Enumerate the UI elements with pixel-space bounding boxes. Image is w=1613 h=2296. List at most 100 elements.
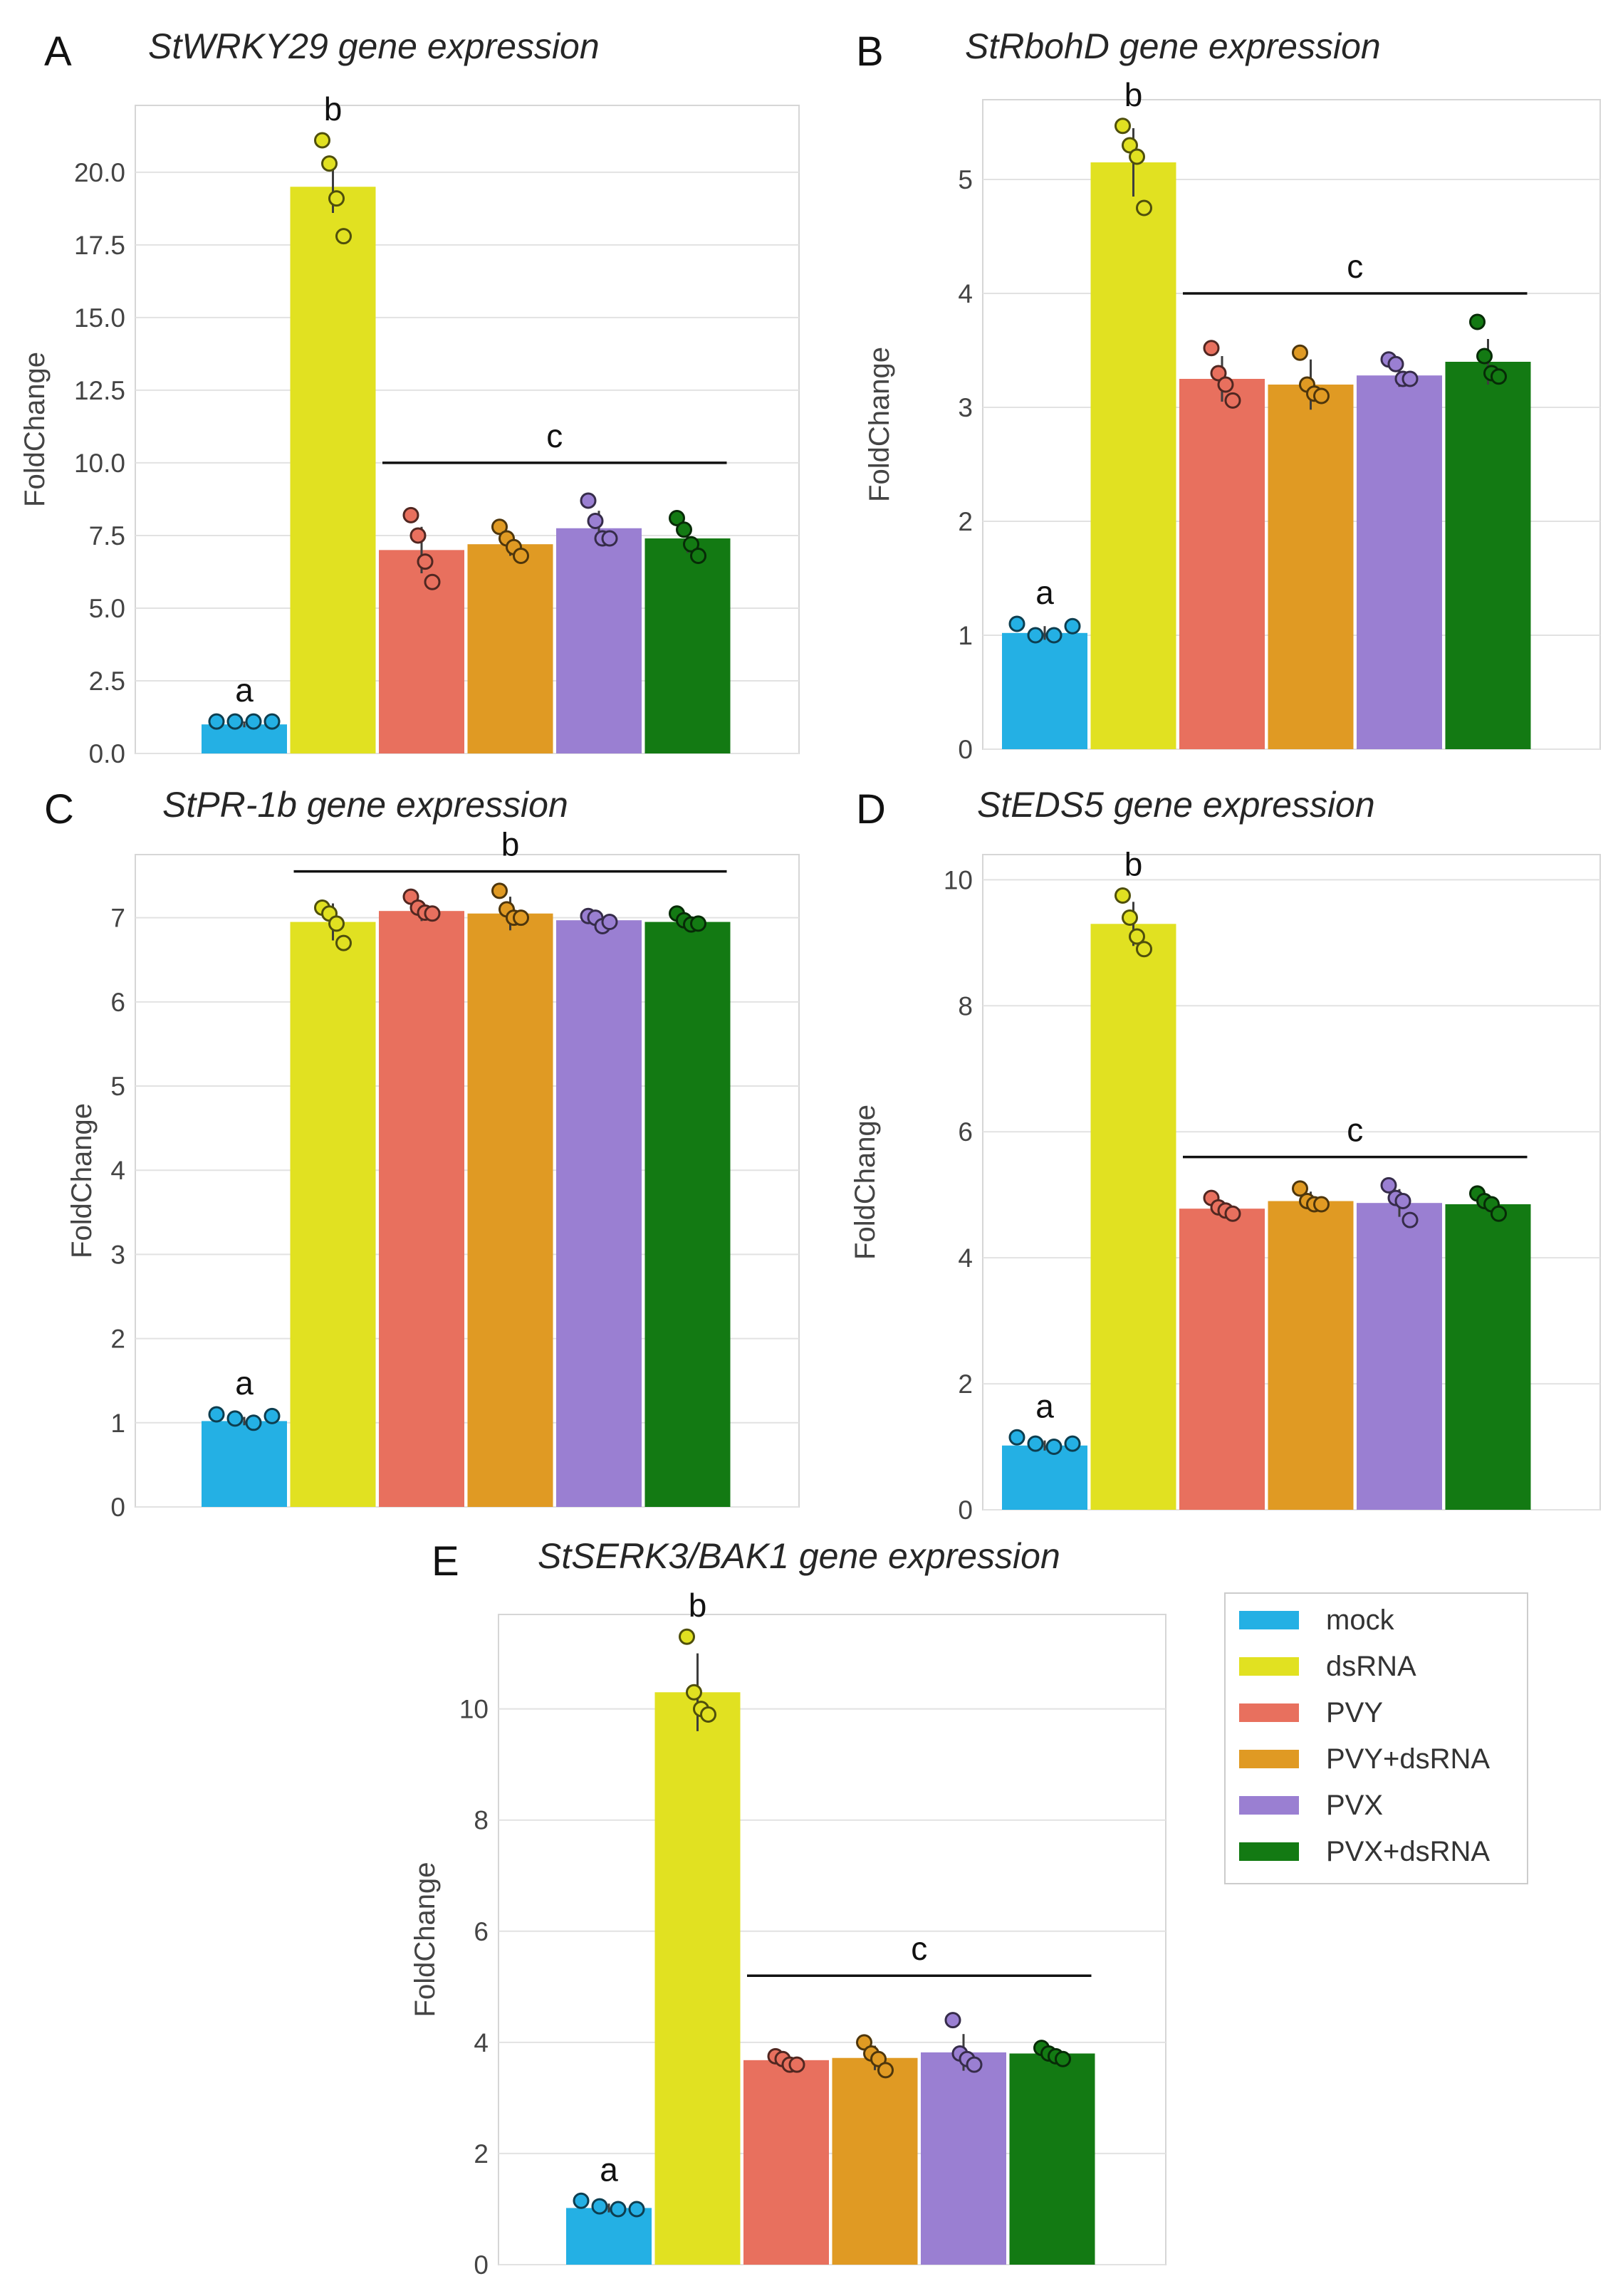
panel-e-point-dsrna — [686, 1684, 702, 1701]
panel-b-sig-line-label: c — [1347, 248, 1363, 285]
panel-b-point-pvy — [1210, 365, 1227, 382]
panel-e-point-pvy — [788, 2056, 805, 2073]
panel-c-title: StPR-1b gene expression — [162, 785, 568, 825]
panel-d-point-pvx-dsrna — [1491, 1205, 1507, 1222]
panel-e-point-pvx-dsrna — [1055, 2050, 1071, 2067]
panel-a-point-pvy-dsrna — [513, 548, 529, 565]
panel-d-ytick-label: 10 — [944, 865, 973, 894]
panel-b-point-dsrna — [1129, 148, 1145, 165]
panel-a-point-pvx — [580, 492, 597, 509]
panel-e-bar-pvx-dsrna — [1009, 2053, 1095, 2265]
legend-swatch-dsrna — [1239, 1657, 1299, 1676]
panel-c-bar-pvx — [556, 920, 642, 1507]
panel-d-ytick-label: 8 — [958, 991, 973, 1021]
panel-e-ytick-label: 4 — [474, 2028, 489, 2057]
panel-e-bar-pvx — [921, 2052, 1006, 2265]
panel-c-ytick-label: 7 — [110, 904, 125, 933]
panel-c-ytick-label: 5 — [110, 1072, 125, 1101]
panel-e-title: StSERK3/BAK1 gene expression — [538, 1536, 1060, 1576]
panel-d-point-pvy — [1224, 1205, 1241, 1222]
panel-b-ylabel: FoldChange — [864, 347, 895, 502]
panel-a-point-mock — [245, 713, 262, 730]
panel-a-point-pvx-dsrna — [690, 548, 706, 565]
panel-a-point-pvy — [424, 573, 441, 590]
panel-b-point-pvy-dsrna — [1292, 344, 1308, 361]
panel-d-point-dsrna — [1136, 941, 1152, 958]
panel-e: 0 2 4 6 8 10 a b c StSERK3/BAK1 gene expression E F… — [409, 1536, 1166, 2280]
panel-c-ylabel: FoldChange — [66, 1103, 98, 1258]
panel-e-point-mock — [573, 2192, 590, 2209]
panel-e-sig-label: a — [600, 2151, 618, 2188]
legend-swatch-mock — [1239, 1611, 1299, 1629]
panel-d-ytick-label: 4 — [958, 1243, 973, 1273]
panel-d-title: StEDS5 gene expression — [977, 785, 1375, 825]
legend-label-pvy: PVY — [1326, 1697, 1383, 1728]
panel-e-point-mock — [628, 2201, 645, 2218]
panel-a-ytick-label: 2.5 — [89, 667, 125, 696]
panel-e-point-dsrna — [700, 1706, 716, 1723]
panel-a-bar-pvy — [379, 550, 464, 753]
panel-e-point-pvx — [966, 2056, 983, 2073]
panel-c-ytick-label: 0 — [110, 1493, 125, 1522]
panel-a-point-dsrna — [321, 155, 338, 172]
panel-e-point-pvy-dsrna — [877, 2062, 894, 2079]
panel-a-ytick-label: 0.0 — [89, 739, 125, 768]
panel-a-ytick-label: 17.5 — [74, 231, 125, 260]
panel-c-ytick-label: 4 — [110, 1156, 125, 1185]
panel-c-point-mock — [263, 1407, 281, 1424]
legend-label-pvx-dsrna: PVX+dsRNA — [1326, 1836, 1490, 1867]
panel-e-point-pvx — [944, 2012, 961, 2029]
panel-a-point-pvx-dsrna — [683, 536, 699, 553]
panel-b-point-mock — [1027, 627, 1044, 644]
legend-swatch-pvx-dsrna — [1239, 1842, 1299, 1861]
panel-e-ytick-label: 10 — [459, 1695, 489, 1724]
panel-c-panel-letter: C — [44, 786, 74, 833]
panel-d-point-mock — [1064, 1435, 1081, 1452]
panel-c-ytick-label: 2 — [110, 1325, 125, 1354]
panel-b-point-pvx-dsrna — [1469, 313, 1486, 330]
panel-e-ytick-label: 0 — [474, 2250, 489, 2280]
panel-d-ytick-label: 2 — [958, 1369, 973, 1399]
panel-a-bar-pvx-dsrna — [644, 538, 731, 753]
panel-a-panel-letter: A — [44, 28, 72, 75]
panel-c-point-pvy-dsrna — [491, 882, 508, 899]
panels: 0.0 2.5 5.0 7.5 10.0 12.5 15.0 17.5 20.0 a b c StWRK… — [19, 26, 1601, 2280]
panel-c-point-pvx-dsrna — [690, 915, 706, 932]
panel-b-sig-label: b — [1124, 76, 1143, 113]
panel-d-bar-pvy-dsrna — [1268, 1201, 1354, 1510]
panel-e-point-mock — [610, 2201, 627, 2218]
panel-a-point-pvy — [417, 553, 434, 570]
panel-a-ytick-label: 5.0 — [89, 594, 125, 623]
panel-a-point-pvx — [601, 530, 618, 547]
panel-d-ytick-label: 6 — [958, 1117, 973, 1147]
legend-label-pvx: PVX — [1326, 1790, 1383, 1821]
panel-d-bar-pvx — [1357, 1203, 1442, 1510]
panel-d: 0 2 4 6 8 10 a b c StEDS5 gene expression D FoldCha… — [850, 785, 1601, 1525]
panel-a-point-dsrna — [328, 190, 345, 207]
panel-a-ylabel: FoldChange — [19, 352, 51, 507]
panel-b-point-dsrna — [1115, 118, 1131, 135]
panel-e-point-dsrna — [679, 1628, 695, 1645]
panel-d-bar-mock — [1002, 1445, 1087, 1510]
panel-d-point-pvx — [1401, 1211, 1419, 1228]
panel-c-point-mock — [245, 1414, 262, 1431]
panel-c-point-dsrna — [328, 915, 345, 932]
panel-a-sig-label: b — [324, 90, 343, 127]
panel-b-ytick-label: 1 — [958, 621, 973, 650]
panel-e-bar-mock — [566, 2208, 652, 2265]
panel-a-ytick-label: 7.5 — [89, 521, 125, 550]
panel-b-point-pvx — [1401, 370, 1419, 387]
panel-a-point-pvx-dsrna — [676, 521, 692, 538]
panel-b-bar-pvx — [1357, 375, 1442, 749]
panel-b-title: StRbohD gene expression — [965, 26, 1381, 66]
panel-c-point-pvy — [424, 905, 441, 922]
panel-a-ytick-label: 10.0 — [74, 449, 125, 478]
panel-b-point-dsrna — [1122, 137, 1138, 154]
panel-b-bar-pvy — [1179, 379, 1265, 749]
panel-a-point-dsrna — [335, 228, 352, 245]
panel-d-point-mock — [1008, 1429, 1025, 1446]
legend-label-dsrna: dsRNA — [1326, 1651, 1416, 1682]
panel-b-point-pvy — [1224, 392, 1241, 409]
panel-d-point-pvx — [1394, 1193, 1411, 1210]
